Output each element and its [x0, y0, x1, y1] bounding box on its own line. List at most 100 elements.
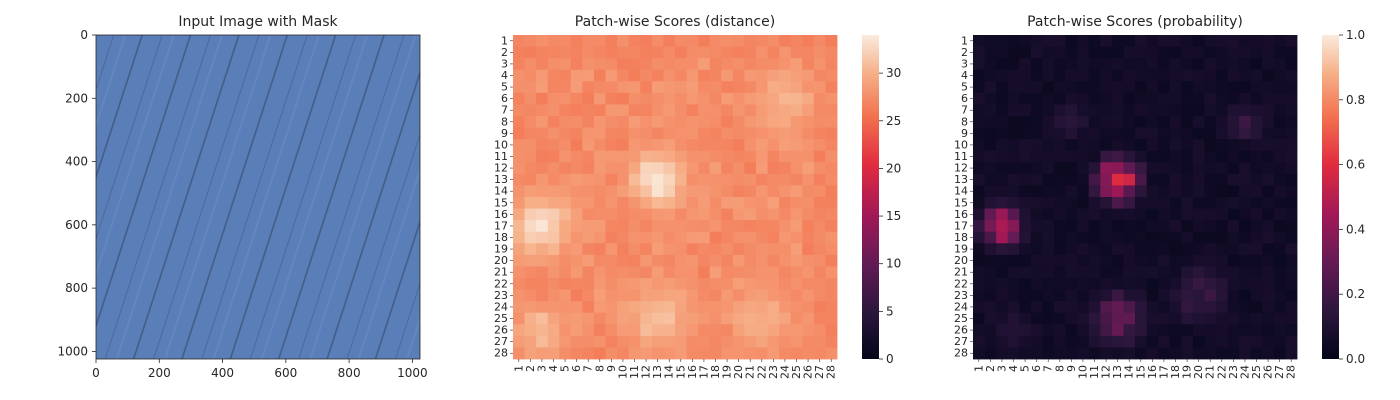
heatmap-cell [1273, 81, 1286, 94]
heatmap-cell [617, 254, 630, 267]
heatmap-cell [1019, 220, 1032, 233]
row-label: 21 [954, 266, 968, 279]
heatmap-cell [1285, 312, 1298, 325]
heatmap-cell [1239, 324, 1252, 337]
col-label: 25 [1250, 365, 1263, 379]
heatmap-cell [973, 46, 985, 59]
heatmap-cell [813, 266, 826, 279]
heatmap-cell [559, 173, 572, 186]
heatmap-cell [1123, 104, 1136, 117]
heatmap-cell [605, 127, 618, 140]
heatmap-cell [605, 289, 618, 302]
heatmap-cell [1239, 220, 1252, 233]
y-tick-label: 800 [65, 281, 88, 295]
heatmap-cell [582, 173, 595, 186]
heatmap-cell [1181, 35, 1194, 47]
heatmap-cell [790, 347, 803, 360]
heatmap-cell [802, 150, 815, 163]
heatmap-cell [790, 324, 803, 337]
heatmap-cell [721, 69, 734, 82]
heatmap-cell [973, 104, 985, 117]
heatmap-cell [524, 58, 537, 71]
heatmap-cell [984, 46, 997, 59]
heatmap-cell [547, 335, 560, 348]
heatmap-cell [1123, 150, 1136, 163]
heatmap-cell [1250, 69, 1263, 82]
heatmap-cell [996, 162, 1009, 175]
heatmap-cell [1181, 312, 1194, 325]
heatmap-cell [1054, 162, 1066, 175]
heatmap-cell [1146, 197, 1159, 209]
heatmap-cell [1135, 220, 1147, 233]
heatmap-cell [996, 197, 1009, 209]
colorbar-tick-label: 1.0 [1346, 28, 1365, 42]
heatmap-cell [1250, 301, 1263, 314]
heatmap-cell [825, 208, 838, 221]
heatmap-cell [559, 208, 572, 221]
heatmap-cell [1065, 173, 1078, 186]
heatmap-cell [1123, 69, 1136, 82]
heatmap-cell [559, 35, 572, 47]
heatmap-cell [1007, 162, 1020, 175]
heatmap-cell [1239, 266, 1252, 279]
heatmap-cell [813, 35, 826, 47]
heatmap-cell [744, 301, 757, 314]
heatmap-cell [790, 104, 803, 117]
heatmap-cell [524, 127, 537, 140]
heatmap-cell [1065, 347, 1078, 360]
heatmap-cell [1007, 173, 1020, 186]
row-label: 24 [494, 300, 508, 313]
heatmap-cell [813, 185, 826, 198]
row-label: 18 [954, 231, 968, 244]
heatmap-cell [663, 231, 676, 244]
heatmap-cell [1181, 301, 1194, 314]
heatmap-cell [1030, 208, 1043, 221]
heatmap-cell [1250, 173, 1263, 186]
row-label: 14 [954, 185, 968, 198]
heatmap-cell [651, 150, 664, 163]
heatmap-cell [1100, 324, 1113, 337]
heatmap-cell [617, 312, 630, 325]
heatmap-cell [1065, 335, 1078, 348]
heatmap-cell [1054, 278, 1066, 290]
heatmap-cell [686, 254, 699, 267]
heatmap-cell [617, 243, 630, 256]
heatmap-cell [559, 220, 572, 233]
heatmap-cell [1204, 231, 1217, 244]
heatmap-cell [1019, 254, 1032, 267]
heatmap-cell [1042, 173, 1055, 186]
heatmap-cell [825, 81, 838, 94]
heatmap-cell [675, 162, 687, 175]
colorbar-tick-label: 0.2 [1346, 287, 1365, 301]
heatmap-cell [813, 301, 826, 314]
heatmap-cell [767, 312, 780, 325]
heatmap-cell [779, 104, 792, 117]
heatmap-cell [1100, 220, 1113, 233]
heatmap-cell [1007, 69, 1020, 82]
heatmap-cell [1030, 266, 1043, 279]
heatmap-cell [1250, 46, 1263, 59]
heatmap-cell [582, 254, 595, 267]
heatmap-cell [973, 243, 985, 256]
heatmap-cell [513, 162, 525, 175]
heatmap-cell [1204, 139, 1217, 152]
heatmap-cell [559, 231, 572, 244]
heatmap-cell [1135, 301, 1147, 314]
heatmap-cell [547, 69, 560, 82]
heatmap-cell [1169, 208, 1182, 221]
heatmap-cell [1227, 347, 1240, 360]
heatmap-cell [675, 116, 687, 128]
heatmap-cell [790, 173, 803, 186]
heatmap-cell [1262, 104, 1275, 117]
heatmap-cell [973, 312, 985, 325]
heatmap-cell [675, 231, 687, 244]
col-label: 20 [732, 365, 745, 379]
heatmap-cell [524, 301, 537, 314]
heatmap-cell [559, 266, 572, 279]
heatmap-cell [1250, 289, 1263, 302]
heatmap-cell [617, 162, 630, 175]
heatmap-cell [744, 173, 757, 186]
heatmap-cell [1030, 58, 1043, 71]
col-label: 12 [640, 365, 653, 379]
